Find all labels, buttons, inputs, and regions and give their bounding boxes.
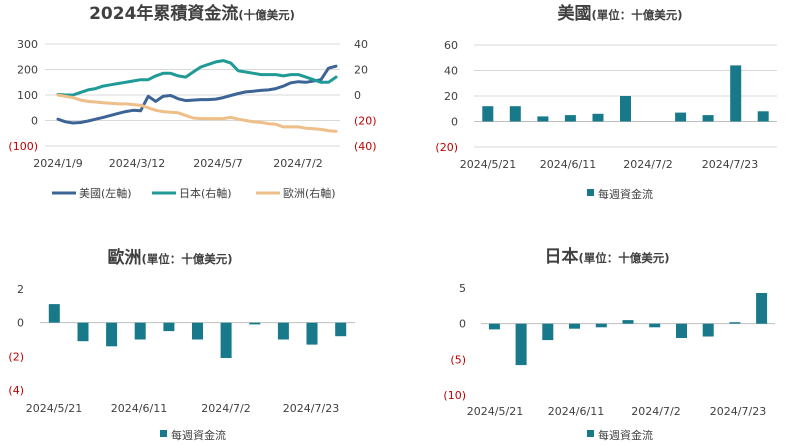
y-axis-tick: (10) [443,389,466,402]
bar [537,116,549,122]
legend-label: 每週資金流 [171,428,226,442]
y-axis-tick: (5) [450,353,466,366]
chart-title-1: 2024年累積資金流(十億美元) [89,3,295,24]
left-axis-tick: (100) [8,140,38,153]
left-axis-tick: 200 [17,64,38,77]
chart-title-main: 2024年累積資金流 [89,3,238,24]
bar [675,112,687,122]
chart-title-main: 美國 [557,3,591,24]
bar [649,323,661,328]
series-line-jp [56,59,338,97]
x-axis-tick: 2024/7/2 [623,158,672,171]
bar [77,322,89,342]
x-axis-tick: 2024/6/11 [548,405,604,418]
bar [564,115,576,122]
right-axis-tick: 40 [354,38,368,51]
bar [488,323,500,330]
legend-label: 歐洲(右軸) [283,186,336,200]
bar [482,106,494,122]
x-axis-tick: 2024/7/23 [702,158,758,171]
x-axis-tick: 2024/3/12 [109,157,165,170]
bar [163,322,175,332]
bar [620,96,631,122]
left-axis-tick: 0 [31,115,38,128]
bar [106,322,118,347]
bar [134,322,146,340]
chart-title-unit: (單位：十億美元) [141,252,232,266]
x-axis-tick: 2024/6/11 [540,158,596,171]
left-axis-tick: 100 [17,89,38,102]
bar [756,293,768,324]
x-axis-tick: 2024/7/23 [283,402,339,415]
bar [702,323,714,337]
x-axis-tick: 2024/5/21 [467,405,523,418]
legend-swatch [587,189,594,196]
x-axis-tick: 2024/7/2 [201,402,250,415]
bar [249,322,261,325]
bar [595,323,607,328]
y-axis-tick: 0 [17,317,24,330]
legend-label: 美國(左軸) [79,186,132,200]
x-axis-tick: 2024/5/21 [26,402,82,415]
right-axis-tick: (20) [354,115,377,128]
bar [192,322,203,340]
left-axis-tick: 300 [17,38,38,51]
chart-title-main: 日本 [544,246,578,267]
chart-title-4: 日本(單位：十億美元) [544,246,669,267]
right-axis-tick: 20 [354,64,368,77]
right-axis-tick: (40) [354,140,377,153]
y-axis-tick: 40 [444,65,458,78]
y-axis-tick: (2) [8,350,24,363]
x-axis-tick: 2024/6/11 [111,402,167,415]
y-axis-tick: 5 [459,282,466,295]
y-axis-tick: 2 [17,283,24,296]
bar [277,322,289,340]
y-axis-tick: (20) [435,141,458,154]
bar [592,113,604,122]
bar [622,320,634,324]
bar [48,304,60,323]
bar [702,115,714,122]
legend-label: 日本(右軸) [179,186,232,200]
y-axis-tick: 0 [451,116,458,129]
legend-swatch [160,430,167,437]
legend-label: 每週資金流 [598,428,653,442]
bar [729,322,741,324]
y-axis-tick: 0 [459,318,466,331]
x-axis-tick: 2024/5/21 [460,158,516,171]
chart-title-3: 歐洲(單位：十億美元) [107,247,232,268]
x-axis-tick: 2024/7/23 [710,405,766,418]
x-axis-tick: 2024/7/2 [273,157,322,170]
y-axis-tick: (4) [8,384,24,397]
chart-title-unit: (單位：十億美元) [591,8,682,22]
chart-title-unit: (單位：十億美元) [578,251,669,265]
x-axis-tick: 2024/5/7 [193,157,242,170]
y-axis-tick: 20 [444,90,458,103]
series-line-us [56,64,338,125]
bar [757,111,769,122]
chart-title-main: 歐洲 [107,247,141,268]
chart-title-2: 美國(單位：十億美元) [557,3,682,24]
x-axis-tick: 2024/7/2 [631,405,680,418]
chart-title-unit: (十億美元) [238,8,295,22]
bar [509,106,521,122]
bar [569,323,580,329]
right-axis-tick: 0 [354,89,361,102]
legend-label: 每週資金流 [598,187,653,201]
bar [306,322,318,345]
y-axis-tick: 60 [444,39,458,52]
bar [676,323,687,338]
bar [730,65,742,122]
series-line-eu [56,93,338,133]
legend-swatch [587,430,594,437]
bar [220,322,232,358]
bar [515,323,527,366]
bar [335,322,347,337]
x-axis-tick: 2024/1/9 [33,157,82,170]
bar [542,323,554,341]
